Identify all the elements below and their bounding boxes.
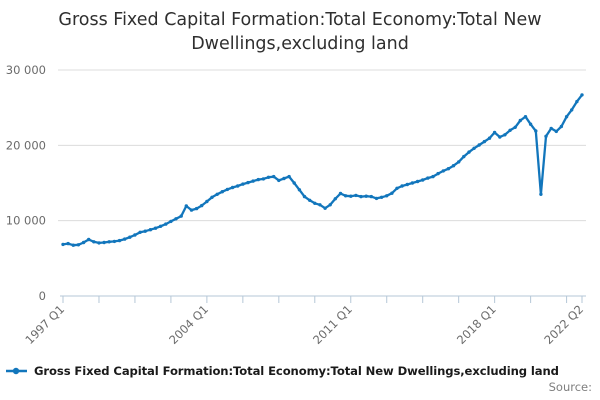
y-axis-labels: 0 10 000 20 000 30 000 bbox=[6, 63, 46, 303]
y-tick-label: 20 000 bbox=[6, 138, 46, 152]
x-tick-label: 2011 Q1 bbox=[310, 302, 355, 347]
y-tick-label: 30 000 bbox=[6, 63, 46, 77]
y-tick-label: 10 000 bbox=[6, 214, 46, 228]
x-tick-label: 1997 Q1 bbox=[22, 302, 67, 347]
legend-series-label: Gross Fixed Capital Formation:Total Econ… bbox=[34, 364, 559, 378]
x-axis-labels: 1997 Q1 2004 Q1 2011 Q1 2018 Q1 2022 Q2 bbox=[22, 302, 586, 347]
x-axis-ticks bbox=[62, 296, 583, 303]
y-tick-label: 0 bbox=[39, 289, 46, 303]
x-tick-label: 2022 Q2 bbox=[541, 302, 586, 347]
data-series-line bbox=[61, 93, 584, 247]
source-label: Source: bbox=[548, 380, 592, 394]
legend-line-marker-icon bbox=[6, 367, 27, 375]
legend: Gross Fixed Capital Formation:Total Econ… bbox=[6, 364, 559, 378]
chart-title-line2: Dwellings,excluding land bbox=[191, 34, 409, 55]
x-tick-label: 2018 Q1 bbox=[454, 302, 499, 347]
chart-title-line1: Gross Fixed Capital Formation:Total Econ… bbox=[58, 10, 542, 30]
x-tick-label: 2004 Q1 bbox=[166, 302, 211, 347]
data-point-markers bbox=[61, 93, 584, 247]
chart-title: Gross Fixed Capital Formation:Total Econ… bbox=[40, 8, 560, 56]
gridlines bbox=[58, 69, 586, 222]
